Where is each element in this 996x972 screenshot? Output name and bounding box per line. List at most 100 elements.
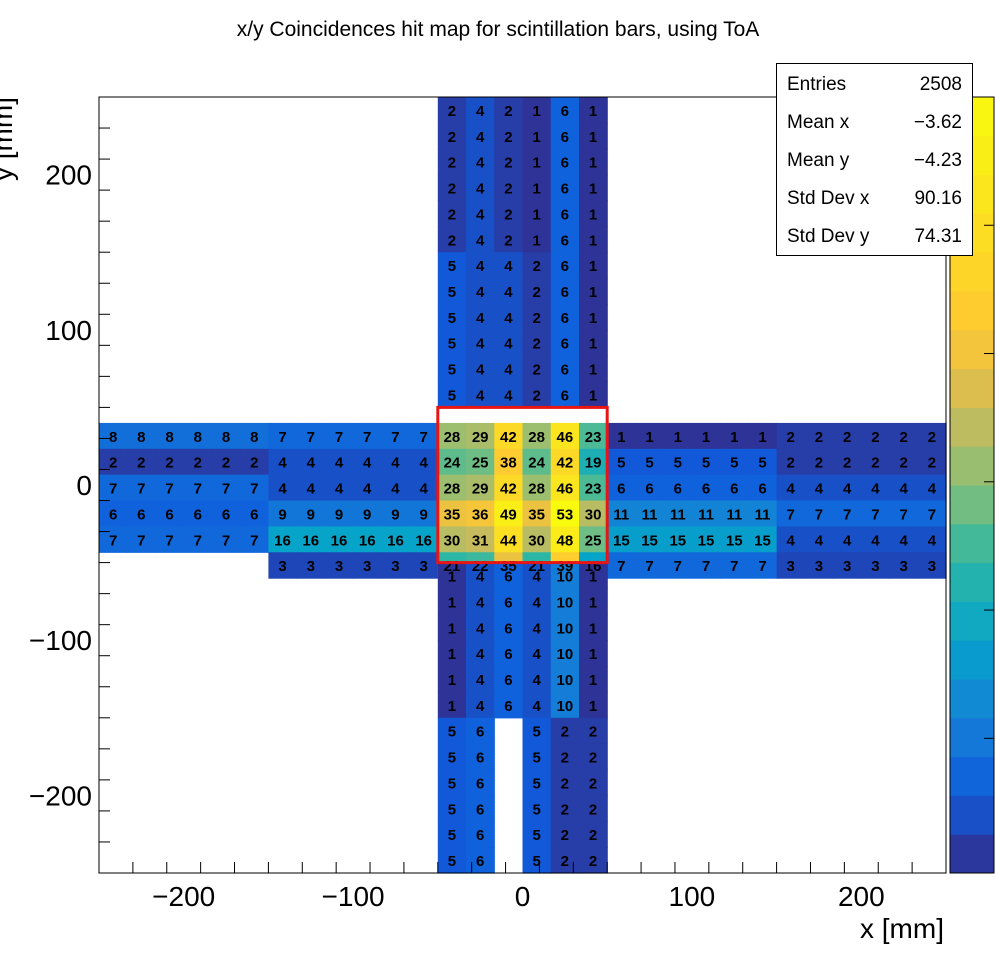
h-arm-label: 15 [726,532,743,549]
h-arm-label: 2 [165,455,173,472]
v-arm-cell [466,97,495,124]
v-arm-label: 2 [561,827,569,844]
v-arm-label: 4 [476,284,485,301]
v-arm-label: 5 [532,750,540,767]
v-arm-label: 1 [589,387,597,404]
h-arm-label: 2 [843,429,851,446]
v-arm-label: 5 [448,284,456,301]
h-arm-label: 7 [250,532,258,549]
highlight-box [436,405,609,565]
h-arm-label: 4 [871,532,880,549]
v-arm-cell [578,122,608,150]
v-arm-label: 5 [532,801,540,818]
h-arm-label: 38 [500,455,517,472]
v-arm-label: 4 [476,103,485,120]
h-arm-cell [353,474,382,502]
v-arm-label: 2 [589,853,597,870]
v-arm-cell [494,122,524,150]
v-arm-cell [522,148,552,176]
h-arm-label: 7 [335,429,343,446]
v-arm-cell [466,666,495,693]
v-arm-label: 6 [561,310,569,327]
v-arm-label: 2 [532,258,540,275]
h-arm-label: 6 [194,506,202,523]
h-arm-label: 2 [222,455,230,472]
v-arm-cell [466,200,495,227]
h-arm-cell [578,422,608,450]
v-arm-cell [466,278,495,305]
h-arm-label: 5 [730,455,738,472]
h-arm-cell [748,474,778,502]
v-arm-label: 1 [448,646,456,663]
palette-band [950,485,994,525]
v-arm-label: 1 [589,336,597,353]
v-arm-label: 6 [561,362,569,379]
h-arm-cell [494,474,524,502]
h-arm-cell [296,500,326,527]
v-arm-label: 1 [589,594,597,611]
v-arm-label: 6 [561,232,569,249]
h-arm-label: 1 [674,429,682,446]
v-arm-label: 5 [532,724,540,741]
v-arm-cell [494,691,524,719]
v-arm-cell [522,847,552,874]
h-arm-cell [437,500,467,527]
v-arm-cell [578,691,608,719]
v-arm-label: 6 [561,284,569,301]
palette-band [950,795,994,835]
v-arm-label: 4 [476,362,485,379]
h-arm-cell [663,474,693,502]
v-arm-label: 2 [504,181,512,198]
v-arm-cell [466,691,495,719]
axis-tick-labels: −200 −100 0 100 200 −200 −100 0 100 200 [29,160,885,912]
v-arm-label: 4 [476,310,485,327]
h-arm-label: 4 [899,481,908,498]
h-arm-label: 35 [444,506,461,523]
h-arm-label: 6 [702,481,710,498]
v-arm-cell [437,588,467,615]
v-arm-cell [437,717,467,745]
v-arm-cell [522,562,552,590]
v-arm-label: 2 [532,362,540,379]
h-arm-label: 11 [698,506,714,523]
v-arm-cell [578,847,608,874]
v-arm-cell [466,717,495,745]
h-arm-cell [268,422,298,450]
h-arm-label: 30 [444,532,461,549]
v-arm-cell [494,381,524,408]
h-arm-label: 11 [670,506,686,523]
v-arm-cell [550,355,580,383]
h-arm-cell [917,500,947,527]
v-arm-cell [437,174,467,202]
v-arm-cell [466,769,495,796]
h-arm-label: 7 [787,506,795,523]
h-arm-label: 4 [307,481,316,498]
h-arm-cell [127,474,157,502]
v-arm-cell [550,200,580,227]
v-arm-label: 2 [448,129,456,146]
h-arm-label: 28 [444,481,461,498]
x-tick-label: 200 [838,881,885,912]
v-arm-label: 4 [504,362,513,379]
v-arm-label: 2 [589,827,597,844]
v-arm-label: 2 [448,206,456,223]
v-arm-label: 1 [589,103,597,120]
palette-band [950,601,994,641]
h-arm-cell [607,474,637,502]
v-arm-label: 6 [561,103,569,120]
v-arm-cell [550,588,580,615]
h-arm-label: 16 [274,532,291,549]
h-arm-label: 2 [928,455,936,472]
v-arm-cell [466,148,495,176]
h-arm-label: 3 [391,558,399,575]
v-arm-label: 1 [589,155,597,172]
h-arm-cell [211,448,241,476]
v-arm-cell [494,666,524,693]
h-arm-label: 53 [557,506,574,523]
h-arm-label: 11 [755,506,771,523]
h-arm-label: 8 [137,429,145,446]
v-arm-cell [437,226,467,253]
heatmap-cells [99,97,947,874]
h-arm-cell [211,474,241,502]
